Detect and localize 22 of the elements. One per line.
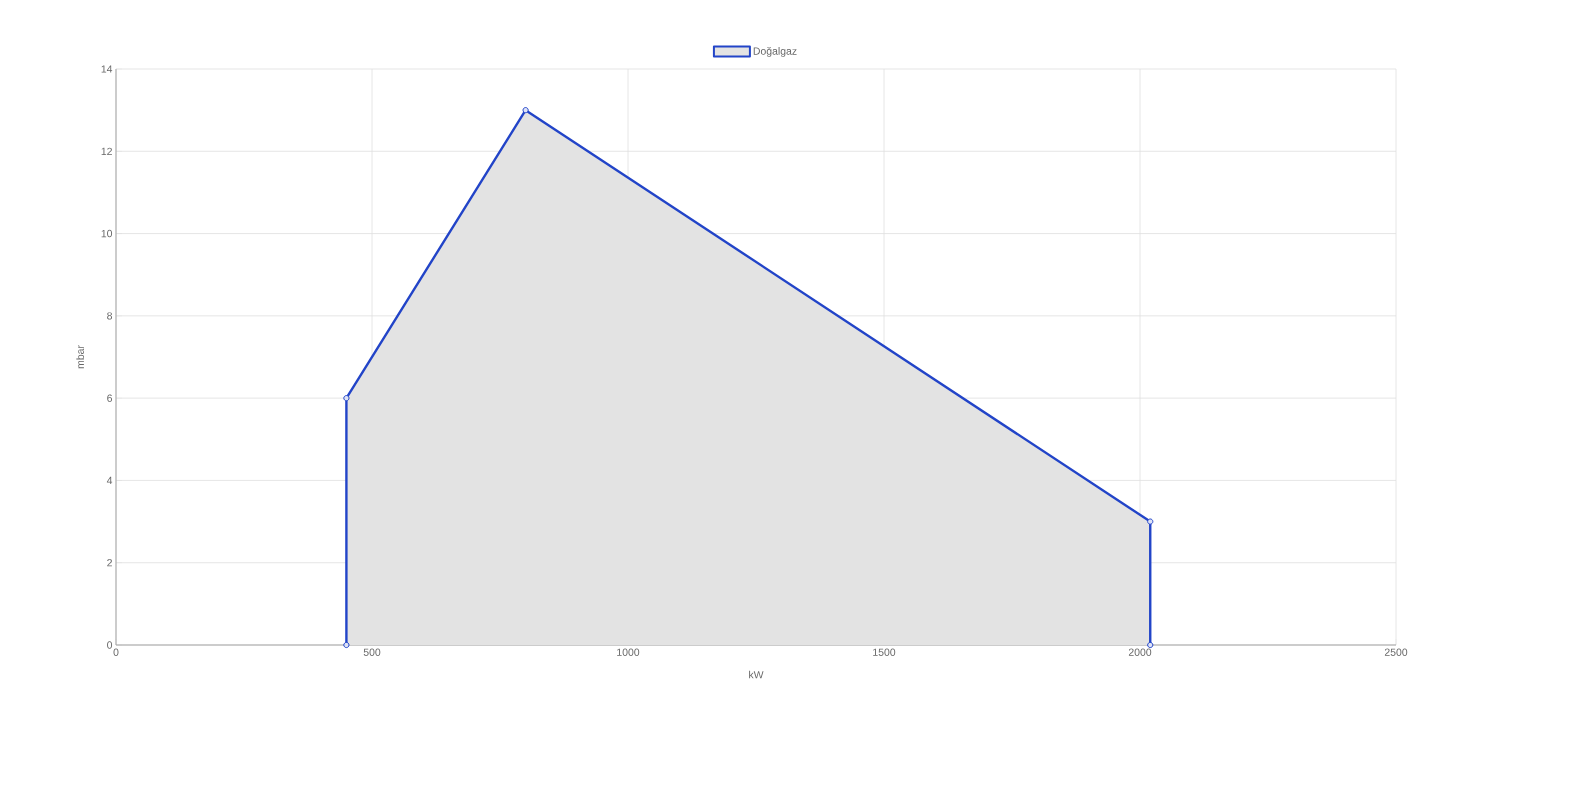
- x-axis-title: kW: [749, 670, 764, 679]
- y-axis-title: mbar: [76, 345, 85, 369]
- legend-label: Doğalgaz: [753, 46, 797, 57]
- x-tick-label: 0: [113, 648, 119, 656]
- point: [343, 395, 350, 402]
- y-tick-label: 4: [106, 476, 113, 485]
- point: [343, 641, 350, 649]
- x-tick-label: 1000: [617, 648, 640, 656]
- point: [1147, 641, 1154, 649]
- y-tick-label: 0: [107, 641, 113, 649]
- y-tick-label: 8: [107, 312, 113, 320]
- y-tick-label: 2: [107, 559, 112, 567]
- x-tick-label: 1500: [873, 648, 896, 656]
- y-tick-label: 10: [101, 229, 113, 238]
- point: [522, 107, 529, 114]
- y-tick-label: 12: [101, 147, 112, 155]
- y-tick-label: 14: [101, 65, 113, 73]
- x-tick-label: 2000: [1128, 648, 1152, 656]
- y-tick-label: 6: [107, 394, 113, 402]
- x-tick-label: 500: [363, 648, 381, 656]
- point: [1147, 518, 1154, 525]
- x-tick-label: 2500: [1384, 648, 1408, 656]
